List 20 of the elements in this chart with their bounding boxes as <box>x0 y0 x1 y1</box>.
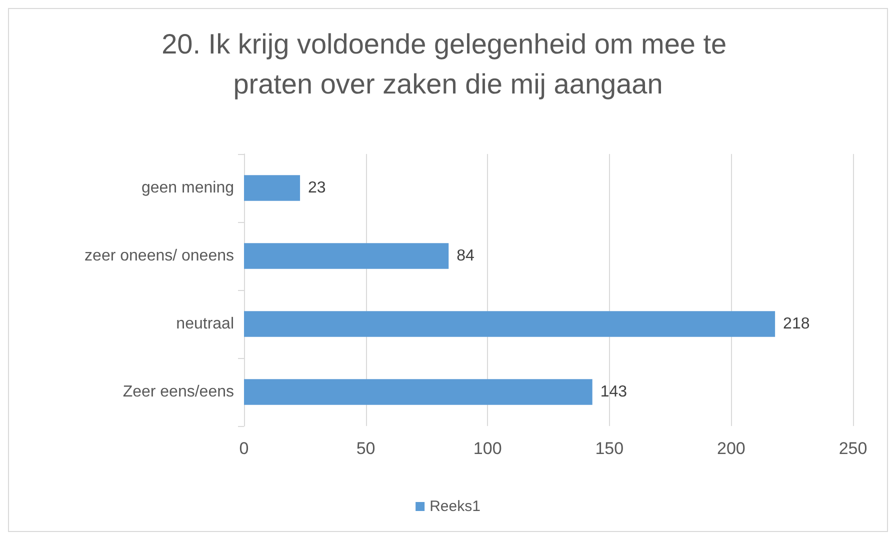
y-tick-label: geen mening <box>141 180 234 196</box>
bar <box>244 311 776 337</box>
data-label: 143 <box>600 384 628 400</box>
bar <box>244 175 300 201</box>
data-label: 218 <box>783 316 810 332</box>
y-tick-label: neutraal <box>176 316 234 332</box>
x-tick-label: 150 <box>595 439 624 458</box>
y-tick-label: Zeer eens/eens <box>122 384 234 400</box>
y-tick-label: zeer oneens/ oneens <box>84 248 234 264</box>
x-tick-label: 250 <box>838 439 868 458</box>
chart-title: 20. Ik krijg voldoende gelegenheid om mee te praten over zaken die mij aangaan <box>162 28 734 100</box>
bar <box>244 243 449 269</box>
x-tick-label: 50 <box>356 439 376 458</box>
data-label: 23 <box>308 180 326 196</box>
legend-label: Reeks1 <box>430 498 480 515</box>
x-tick-label: 100 <box>473 439 502 458</box>
bar <box>244 379 592 405</box>
x-tick-label: 200 <box>717 439 746 458</box>
data-label: 84 <box>456 248 475 264</box>
x-tick-label: 0 <box>239 439 249 458</box>
